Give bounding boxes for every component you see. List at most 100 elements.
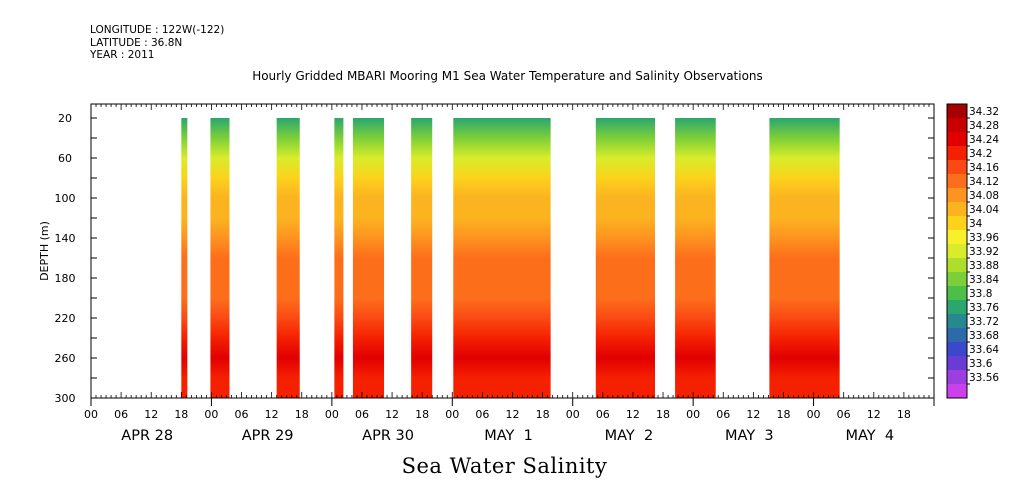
colorbar-swatch	[947, 202, 967, 217]
y-tick-label: 20	[58, 112, 72, 125]
x-hour-label: 06	[716, 408, 730, 421]
colorbar-swatch	[947, 118, 967, 133]
x-hour-label: 12	[506, 408, 520, 421]
x-hour-label: 18	[415, 408, 429, 421]
data-segment-3	[334, 118, 344, 398]
colorbar-swatch	[947, 272, 967, 287]
x-hour-label: 18	[656, 408, 670, 421]
data-segment-8	[675, 118, 716, 398]
x-hour-label: 00	[686, 408, 700, 421]
colorbar-label: 33.84	[969, 274, 999, 286]
colorbar-label: 34.16	[969, 162, 999, 174]
x-hour-label: 12	[144, 408, 158, 421]
colorbar-label: 33.64	[969, 344, 999, 356]
colorbar-label: 34.28	[969, 120, 999, 132]
x-hour-label: 00	[84, 408, 98, 421]
y-tick-label: 260	[55, 352, 76, 365]
colorbar-label: 34.12	[969, 176, 999, 188]
x-hour-label: 18	[174, 408, 188, 421]
colorbar-label: 33.56	[969, 372, 999, 384]
colorbar-swatch	[947, 230, 967, 245]
x-date-label: APR 29	[242, 428, 294, 444]
data-segment-5	[411, 118, 433, 398]
colorbar-swatch	[947, 258, 967, 273]
colorbar-swatch	[947, 286, 967, 301]
x-hour-label: 12	[265, 408, 279, 421]
data-segment-1	[210, 118, 230, 398]
x-hour-label: 06	[837, 408, 851, 421]
y-axis-label: DEPTH (m)	[38, 221, 51, 281]
x-hour-label: 06	[475, 408, 489, 421]
x-hour-label: 18	[536, 408, 550, 421]
data-segment-6	[453, 118, 551, 398]
y-tick-label: 60	[58, 152, 72, 165]
x-date-label: MAY 1	[484, 428, 533, 444]
colorbar-swatch	[947, 160, 967, 175]
colorbar-swatch	[947, 328, 967, 343]
x-date-label: MAY 4	[845, 428, 894, 444]
y-tick-label: 300	[55, 392, 76, 405]
longitude-label: LONGITUDE : 122W(-122)	[90, 24, 225, 36]
x-hour-label: 00	[325, 408, 339, 421]
colorbar-border	[946, 103, 968, 399]
colorbar-swatch	[947, 188, 967, 203]
x-date-label: APR 28	[121, 428, 173, 444]
x-hour-label: 18	[776, 408, 790, 421]
y-tick-label: 180	[55, 272, 76, 285]
colorbar-label: 34.2	[969, 148, 992, 160]
x-hour-label: 00	[445, 408, 459, 421]
plot-frame: 20 60 100 140 180 220 260 300 DEPTH (m) 00 06 12 18 0…	[38, 103, 935, 444]
x-hour-label: 06	[596, 408, 610, 421]
colorbar-swatch	[947, 174, 967, 189]
x-hour-label: 00	[566, 408, 580, 421]
plot-area	[181, 118, 840, 398]
variable-title: Sea Water Salinity	[401, 454, 608, 478]
colorbar-label: 33.6	[969, 358, 993, 370]
colorbar-label: 33.88	[969, 260, 999, 272]
colorbar-swatch	[947, 216, 967, 231]
y-tick-label: 140	[55, 232, 76, 245]
x-date-label: APR 30	[362, 428, 414, 444]
chart-title-wrap: Hourly Gridded MBARI Mooring M1 Sea Wate…	[0, 69, 1009, 83]
x-date-label: MAY 2	[605, 428, 654, 444]
colorbar-label: 33.8	[969, 288, 992, 300]
x-hour-label: 12	[385, 408, 399, 421]
colorbar-swatch	[947, 314, 967, 329]
colorbar-swatch	[947, 370, 967, 385]
colorbar-swatch	[947, 356, 967, 371]
colorbar-swatch	[947, 104, 967, 119]
chart-title: Hourly Gridded MBARI Mooring M1 Sea Wate…	[252, 69, 763, 83]
colorbar-label: 33.68	[969, 330, 999, 342]
colorbar: 34.32 34.28 34.24 34.2 34.16 34.12 34.08 34.04 3…	[946, 103, 999, 399]
salinity-chart: 20 60 100 140 180 220 260 300 DEPTH (m) 00 06 12 18 0…	[38, 103, 999, 444]
year-label: YEAR : 2011	[90, 49, 155, 61]
data-segment-9	[769, 118, 840, 398]
colorbar-swatch	[947, 300, 967, 315]
colorbar-swatch	[947, 146, 967, 161]
data-segment-4	[352, 118, 385, 398]
x-hour-label: 06	[355, 408, 369, 421]
x-hour-label: 18	[897, 408, 911, 421]
colorbar-swatch	[947, 244, 967, 259]
colorbar-swatch	[947, 384, 967, 399]
colorbar-label: 34.04	[969, 204, 999, 216]
colorbar-label: 33.72	[969, 316, 999, 328]
colorbar-label: 34	[969, 218, 983, 230]
x-date-label: MAY 3	[725, 428, 774, 444]
y-tick-label: 220	[55, 312, 76, 325]
x-hour-label: 12	[746, 408, 760, 421]
data-segment-0	[181, 118, 188, 398]
x-hour-label: 00	[204, 408, 218, 421]
colorbar-label: 33.92	[969, 246, 999, 258]
metadata-block: LONGITUDE : 122W(-122) LATITUDE : 36.8N …	[90, 24, 224, 62]
x-hour-label: 06	[114, 408, 128, 421]
data-segment-2	[276, 118, 300, 398]
colorbar-swatch	[947, 342, 967, 357]
x-hour-label: 12	[626, 408, 640, 421]
colorbar-label: 34.08	[969, 190, 999, 202]
colorbar-swatch	[947, 132, 967, 147]
x-hour-label: 18	[295, 408, 309, 421]
x-hour-label: 12	[867, 408, 881, 421]
colorbar-label: 33.76	[969, 302, 999, 314]
y-tick-label: 100	[55, 192, 76, 205]
